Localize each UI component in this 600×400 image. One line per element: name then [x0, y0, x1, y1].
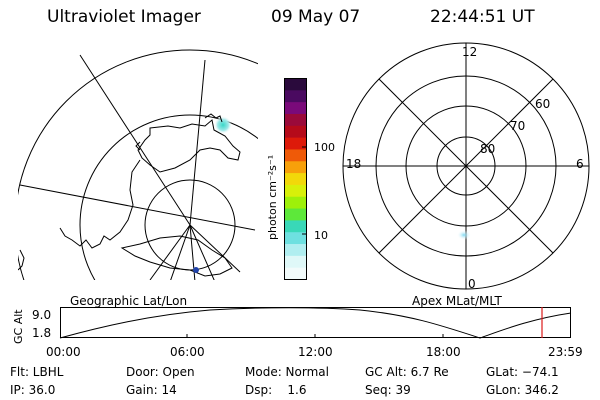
right-panel-caption: Apex MLat/MLT — [412, 294, 502, 308]
info-flt: Flt: LBHL — [10, 365, 64, 379]
colorbar-stripe — [284, 125, 307, 139]
colorbar-tick-10: 10 — [314, 229, 328, 242]
info-gain: Gain: 14 — [126, 383, 177, 397]
info-gc-alt: GC Alt: 6.7 Re — [365, 365, 449, 379]
colorbar-stripe — [284, 244, 307, 257]
altitude-ylabel: GC Alt — [12, 309, 25, 344]
colorbar-tick-100: 100 — [314, 141, 335, 154]
mlt-label-6: 6 — [576, 157, 584, 171]
xtick-0600: 06:00 — [170, 345, 205, 359]
altitude-plot — [59, 307, 572, 339]
colorbar-stripe — [284, 255, 307, 269]
mlt-label-12: 12 — [462, 45, 478, 59]
time-label: 22:44:51 UT — [430, 7, 535, 27]
date-label: 09 May 07 — [271, 7, 361, 27]
xtick-1800: 18:00 — [426, 345, 461, 359]
colorbar-stripe — [284, 173, 307, 186]
altitude-ytick-low: 1.8 — [32, 326, 52, 340]
color-scale-bar — [284, 78, 307, 280]
colorbar-stripe — [284, 267, 307, 280]
xtick-1200: 12:00 — [298, 345, 333, 359]
mlat-label-60: 60 — [535, 97, 551, 111]
xtick-0000: 00:00 — [46, 345, 81, 359]
colorbar-unit-label: photon cm⁻²s⁻¹ — [266, 154, 279, 240]
info-seq: Seq: 39 — [365, 383, 411, 397]
geographic-map — [18, 49, 258, 280]
colorbar-stripe — [284, 137, 307, 150]
mlt-label-0: 0 — [468, 277, 476, 291]
info-mode: Mode: Normal — [245, 365, 329, 379]
altitude-ytick-high: 9.0 — [32, 308, 52, 322]
colorbar-stripe — [284, 102, 307, 115]
mlat-label-70: 70 — [510, 119, 526, 133]
mlat-label-80: 80 — [480, 142, 496, 156]
polar-mlat-mlt-plot — [342, 42, 590, 290]
colorbar-stripe — [284, 149, 307, 162]
info-glat: GLat: −74.1 — [486, 365, 559, 379]
left-panel-caption: Geographic Lat/Lon — [70, 294, 188, 308]
colorbar-stripe — [284, 161, 307, 174]
colorbar-stripe — [284, 78, 307, 91]
colorbar-stripe — [284, 232, 307, 245]
info-glon: GLon: 346.2 — [486, 383, 559, 397]
colorbar-stripe — [284, 196, 307, 210]
info-ip: IP: 36.0 — [10, 383, 56, 397]
info-dsp: Dsp: 1.6 — [245, 383, 307, 397]
colorbar-stripe — [284, 113, 307, 127]
colorbar-stripe — [284, 90, 307, 103]
colorbar-stripe — [284, 208, 307, 221]
instrument-title: Ultraviolet Imager — [47, 7, 201, 27]
colorbar-stripe — [284, 184, 307, 198]
xtick-2359: 23:59 — [548, 345, 583, 359]
info-door: Door: Open — [126, 365, 195, 379]
mlt-label-18: 18 — [346, 157, 362, 171]
colorbar-stripe — [284, 220, 307, 233]
